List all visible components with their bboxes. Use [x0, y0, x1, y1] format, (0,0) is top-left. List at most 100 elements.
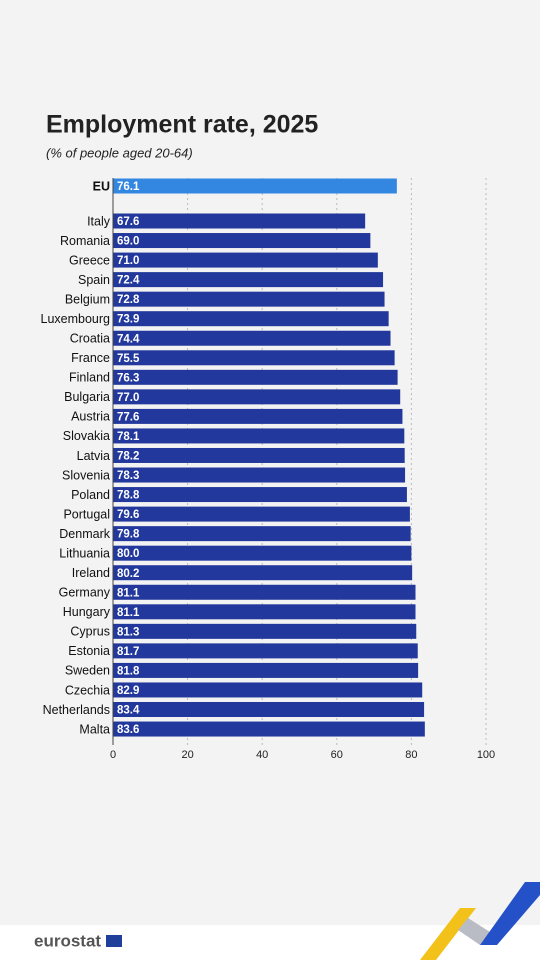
- category-label: Czechia: [65, 683, 110, 697]
- brand: eurostat: [34, 931, 101, 950]
- bar: [113, 662, 419, 678]
- category-label: France: [71, 351, 110, 365]
- value-label: 75.5: [117, 353, 140, 365]
- value-label: 83.4: [117, 705, 140, 717]
- bar: [113, 272, 384, 288]
- category-label: Lithuania: [59, 546, 110, 560]
- category-label: Finland: [69, 371, 110, 385]
- category-label: Cyprus: [70, 625, 110, 639]
- category-label: Portugal: [63, 507, 110, 521]
- category-label: Ireland: [72, 566, 110, 580]
- value-label: 78.1: [117, 431, 140, 443]
- x-tick-label: 0: [110, 749, 116, 761]
- value-label: 72.4: [117, 275, 140, 287]
- bar: [113, 252, 378, 268]
- bar: [113, 643, 418, 659]
- bar: [113, 178, 397, 194]
- value-label: 81.8: [117, 665, 140, 677]
- bar: [113, 389, 401, 405]
- bar: [113, 447, 405, 463]
- bar: [113, 291, 385, 307]
- decor-blue: [480, 882, 540, 945]
- value-label: 78.2: [117, 451, 139, 463]
- category-label: Latvia: [77, 449, 110, 463]
- value-label: 73.9: [117, 314, 139, 326]
- category-label: Italy: [87, 214, 111, 228]
- value-label: 77.0: [117, 392, 139, 404]
- bar: [113, 545, 412, 561]
- value-label: 72.8: [117, 294, 140, 306]
- chart-title: Employment rate, 2025: [46, 111, 318, 139]
- bar: [113, 467, 406, 483]
- bar: [113, 565, 413, 581]
- bar: [113, 233, 371, 249]
- category-label: Croatia: [70, 332, 110, 346]
- bar: [113, 369, 398, 385]
- category-label: Denmark: [59, 527, 110, 541]
- bar: [113, 682, 423, 698]
- category-label: Belgium: [65, 292, 110, 306]
- bar: [113, 213, 366, 229]
- chart-subtitle: (% of people aged 20-64): [46, 145, 193, 160]
- decor-yellow: [420, 908, 476, 960]
- value-label: 81.1: [117, 607, 140, 619]
- value-label: 78.3: [117, 470, 139, 482]
- category-label: Bulgaria: [64, 390, 110, 404]
- bar: [113, 487, 407, 503]
- category-label: Austria: [71, 410, 110, 424]
- x-tick-label: 20: [181, 749, 193, 761]
- bar: [113, 330, 391, 346]
- value-label: 79.6: [117, 509, 139, 521]
- value-label: 78.8: [117, 490, 140, 502]
- bar: [113, 584, 416, 600]
- value-label: 69.0: [117, 236, 139, 248]
- value-label: 74.4: [117, 333, 140, 345]
- bar: [113, 311, 389, 327]
- value-label: 81.1: [117, 587, 140, 599]
- category-label: EU: [93, 179, 110, 193]
- x-tick-label: 60: [331, 749, 343, 761]
- x-tick-label: 100: [477, 749, 495, 761]
- category-label: Greece: [69, 253, 110, 267]
- value-label: 81.7: [117, 646, 139, 658]
- value-label: 82.9: [117, 685, 139, 697]
- category-label: Netherlands: [43, 703, 110, 717]
- category-label: Luxembourg: [41, 312, 111, 326]
- bar: [113, 623, 417, 639]
- value-label: 71.0: [117, 255, 139, 267]
- value-label: 81.3: [117, 626, 139, 638]
- value-label: 76.3: [117, 372, 139, 384]
- bar: [113, 604, 416, 620]
- value-label: 77.6: [117, 411, 139, 423]
- bar: [113, 506, 410, 522]
- plot: 0 20 40 60 80 100 76.1 EU 67.6 Italy 69.0 Romania 71…: [41, 178, 495, 761]
- eu-flag: [106, 935, 122, 947]
- decor-grey: [458, 918, 490, 945]
- value-label: 79.8: [117, 529, 140, 541]
- value-label: 67.6: [117, 216, 139, 228]
- value-label: 80.2: [117, 568, 139, 580]
- category-label: Romania: [60, 234, 110, 248]
- category-label: Slovakia: [63, 429, 110, 443]
- category-label: Sweden: [65, 664, 110, 678]
- x-tick-label: 40: [256, 749, 268, 761]
- bar: [113, 350, 395, 366]
- category-label: Hungary: [63, 605, 111, 619]
- category-label: Spain: [78, 273, 110, 287]
- value-label: 83.6: [117, 724, 139, 736]
- bar: [113, 526, 411, 542]
- category-label: Malta: [79, 722, 110, 736]
- category-label: Germany: [59, 586, 111, 600]
- value-label: 80.0: [117, 548, 139, 560]
- category-label: Slovenia: [62, 468, 110, 482]
- bar: [113, 721, 425, 737]
- category-label: Estonia: [68, 644, 110, 658]
- bar: [113, 408, 403, 424]
- category-label: Poland: [71, 488, 110, 502]
- value-label: 76.1: [117, 181, 140, 193]
- bar: [113, 428, 405, 444]
- x-tick-label: 80: [405, 749, 417, 761]
- bar: [113, 702, 425, 717]
